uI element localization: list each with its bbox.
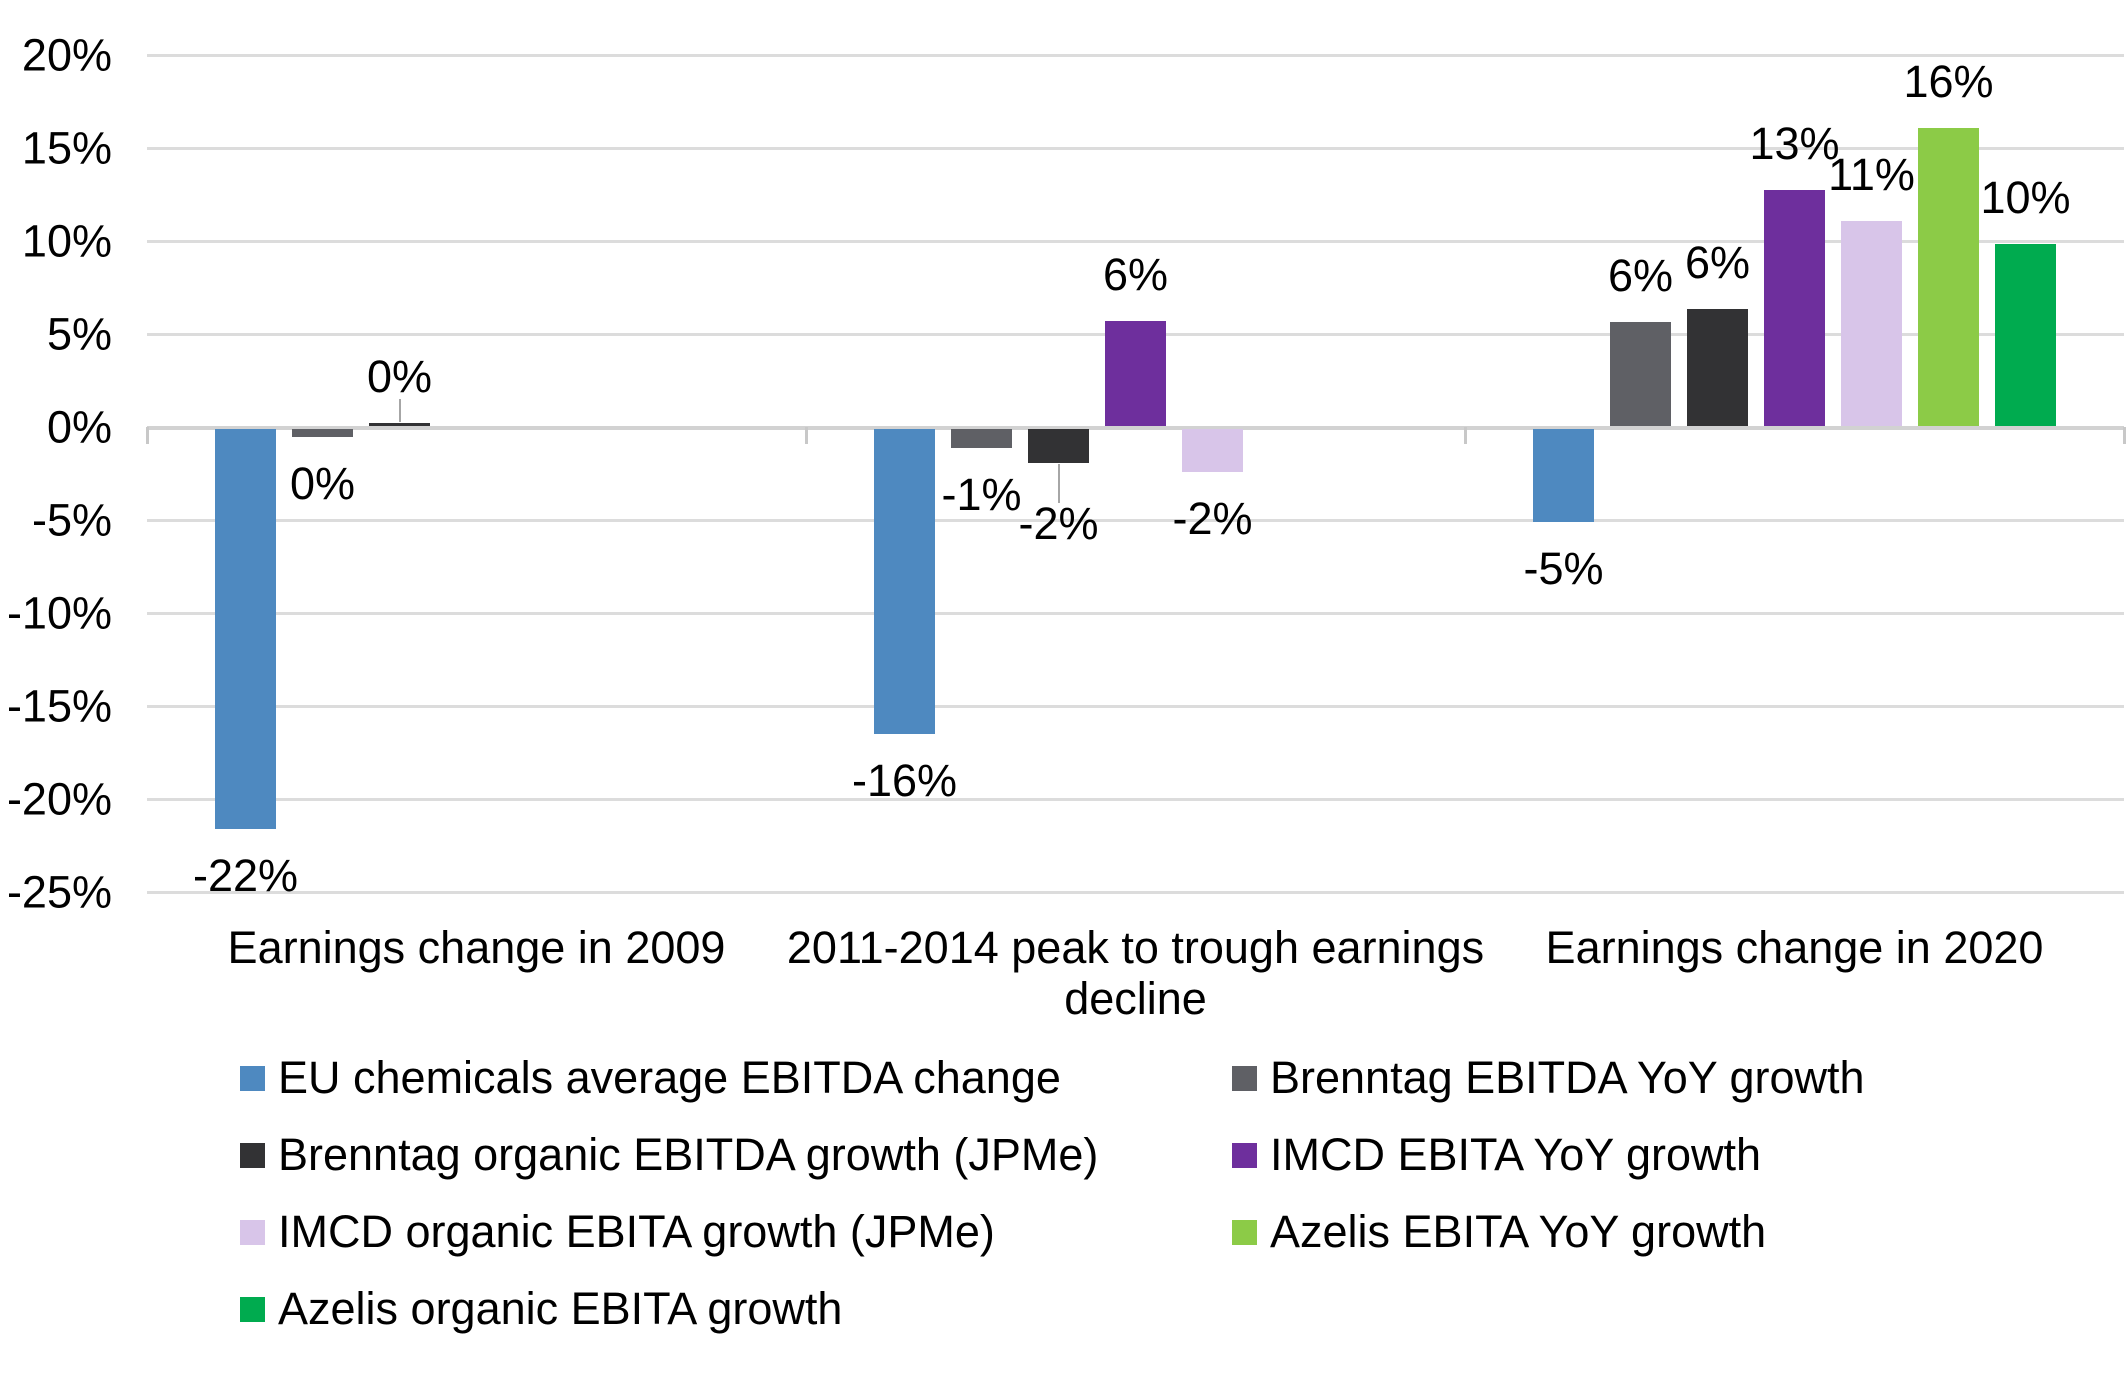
label-leader-line (1057, 464, 1060, 504)
y-axis-tick-label: -10% (6, 587, 112, 639)
legend-label: IMCD EBITA YoY growth (1270, 1129, 1762, 1180)
data-label: -1% (941, 468, 1022, 520)
zero-axis-line (147, 426, 2124, 430)
bar-brenntag-ebitda-yoy-growth (951, 429, 1012, 448)
y-axis-tick-label: -15% (6, 680, 112, 732)
y-axis-tick-label: -25% (6, 866, 112, 918)
gridline (147, 147, 2124, 150)
legend-marker (240, 1066, 265, 1091)
y-axis-tick-label: -5% (31, 494, 112, 546)
category-label: Earnings change in 2020 (1545, 922, 2044, 973)
bar-brenntag-ebitda-yoy-growth (1610, 321, 1671, 426)
data-label: -2% (1172, 492, 1253, 544)
data-label: -16% (851, 755, 958, 807)
bar-azelis-organic-ebita-growth (1995, 243, 2056, 426)
data-label: -2% (1018, 498, 1099, 550)
gridline (147, 54, 2124, 57)
gridline (147, 705, 2124, 708)
data-label: 11% (1828, 149, 1915, 201)
gridline (147, 519, 2124, 522)
y-axis-tick-label: -20% (6, 773, 112, 825)
bar-brenntag-organic-ebitda-growth-jpme- (369, 422, 430, 426)
category-boundary-tick (805, 427, 808, 444)
data-label: -22% (192, 849, 299, 901)
bar-brenntag-organic-ebitda-growth-jpme- (1687, 308, 1748, 426)
data-label: 13% (1749, 117, 1840, 169)
bar-imcd-ebita-yoy-growth (1105, 320, 1166, 426)
category-label: Earnings change in 2009 (227, 922, 726, 973)
data-label: 6% (1607, 249, 1674, 301)
bar-imcd-ebita-yoy-growth (1764, 189, 1825, 426)
bar-imcd-organic-ebita-growth-jpme- (1182, 429, 1243, 472)
legend-marker (240, 1143, 265, 1168)
gridline (147, 240, 2124, 243)
data-label: 6% (1102, 248, 1169, 300)
data-label: 10% (1980, 171, 2071, 223)
bar-brenntag-ebitda-yoy-growth (292, 429, 353, 438)
y-axis-tick-label: 20% (21, 29, 112, 81)
category-boundary-tick (146, 427, 149, 444)
legend-marker (240, 1220, 265, 1245)
category-label: 2011-2014 peak to trough earnings (786, 922, 1485, 973)
category-label: decline (1064, 973, 1207, 1024)
legend-label: Brenntag EBITDA YoY growth (1270, 1052, 1865, 1103)
label-leader-line (398, 398, 401, 422)
legend-label: IMCD organic EBITA growth (JPMe) (278, 1206, 995, 1257)
bar-eu-chemicals-average-ebitda-change (215, 429, 276, 829)
y-axis-tick-label: 10% (21, 215, 112, 267)
category-boundary-tick (2123, 427, 2126, 444)
legend-label: Brenntag organic EBITDA growth (JPMe) (278, 1129, 1099, 1180)
data-label: -5% (1523, 543, 1604, 594)
legend-marker (1232, 1143, 1257, 1168)
bar-azelis-ebita-yoy-growth (1918, 128, 1979, 426)
legend-label: Azelis organic EBITA growth (278, 1283, 843, 1334)
bar-eu-chemicals-average-ebitda-change (874, 429, 935, 735)
category-boundary-tick (1464, 427, 1467, 444)
data-label: 0% (366, 350, 433, 402)
legend-marker (240, 1297, 265, 1322)
legend-marker (1232, 1066, 1257, 1091)
bar-eu-chemicals-average-ebitda-change (1533, 429, 1594, 522)
data-label: 6% (1684, 236, 1751, 288)
y-axis-tick-label: 0% (46, 401, 112, 453)
legend-label: Azelis EBITA YoY growth (1270, 1206, 1767, 1257)
bar-imcd-organic-ebita-growth-jpme- (1841, 221, 1902, 426)
gridline (147, 891, 2124, 894)
data-label: 0% (289, 458, 356, 510)
bar-brenntag-organic-ebitda-growth-jpme- (1028, 429, 1089, 464)
legend-label: EU chemicals average EBITDA change (278, 1052, 1061, 1103)
data-label: 16% (1903, 56, 1994, 108)
y-axis-tick-label: 5% (46, 308, 112, 360)
gridline (147, 612, 2124, 615)
legend-marker (1232, 1220, 1257, 1245)
gridline (147, 798, 2124, 801)
y-axis-tick-label: 15% (21, 122, 112, 174)
